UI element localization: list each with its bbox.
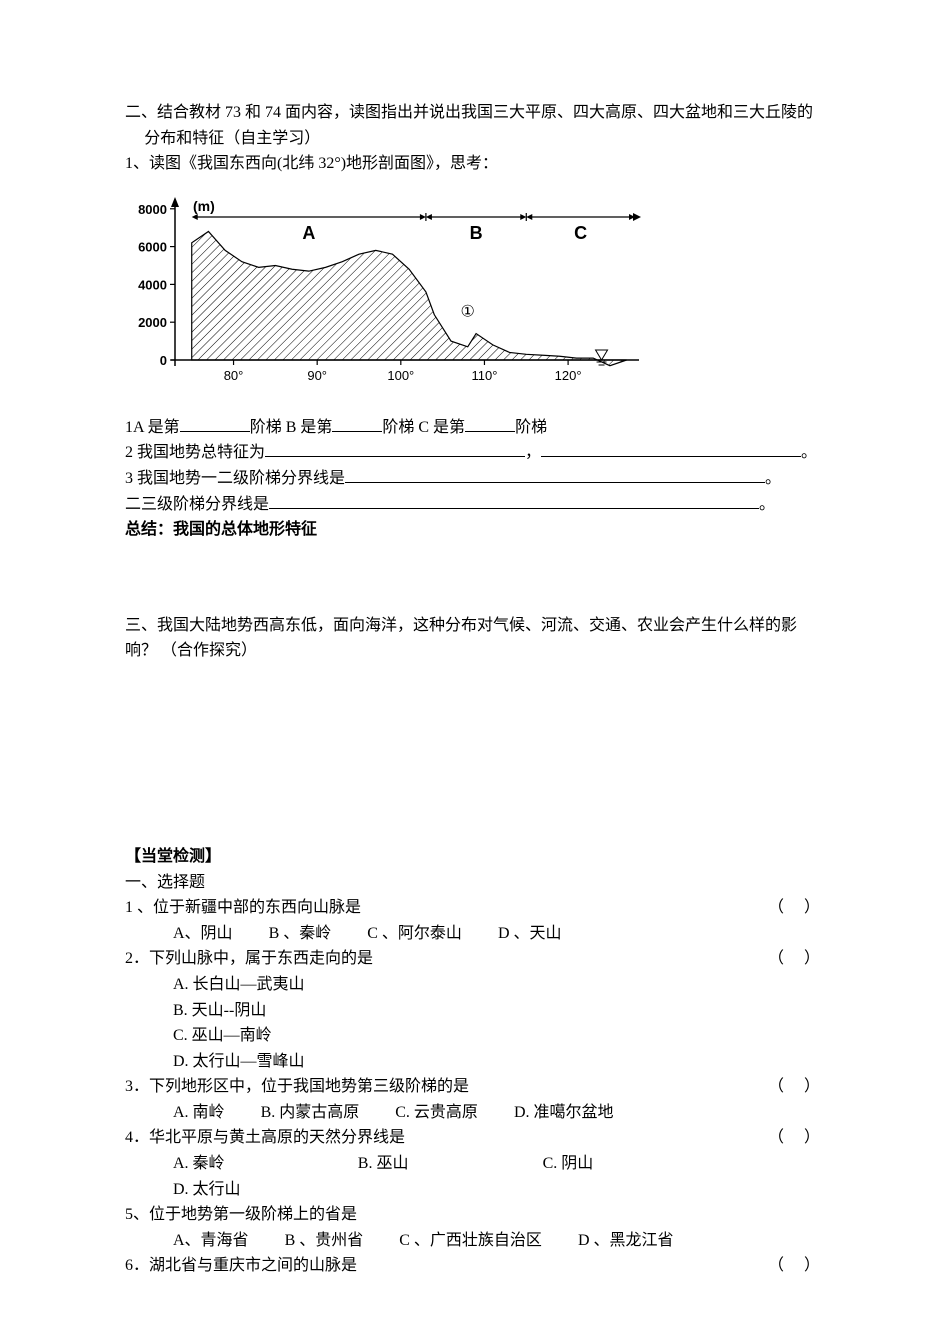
q5-options: A、青海省 B 、贵州省 C 、广西壮族自治区 D 、黑龙江省: [125, 1228, 820, 1254]
q2-paren: （ ）: [768, 946, 820, 972]
q5-stem: 5、位于地势第一级阶梯上的省是: [125, 1202, 820, 1228]
q3-pre: 3 我国地势一二级阶梯分界线是: [125, 470, 345, 487]
quiz-q1: 1 、位于新疆中部的东西向山脉是 （ ）: [125, 895, 820, 921]
quiz-q4: 4．华北平原与黄土高原的天然分界线是 （ ）: [125, 1125, 820, 1151]
terrain-profile-chart: 0 2000 4000 6000 8000 (m) 80° 90° 100° 110° 120° A B…: [125, 195, 820, 395]
q4-opt-b[interactable]: B. 巫山: [358, 1151, 507, 1177]
q5-opt-c[interactable]: C 、广西壮族自治区: [399, 1228, 542, 1254]
quiz-q6: 6．湖北省与重庆市之间的山脉是 （ ）: [125, 1253, 820, 1279]
svg-text:8000: 8000: [138, 202, 167, 217]
svg-text:C: C: [574, 223, 587, 243]
section-3-heading: 三、我国大陆地势西高东低，面向海洋，这种分布对气候、河流、交通、农业会产生什么样…: [125, 613, 820, 664]
section-3: 三、我国大陆地势西高东低，面向海洋，这种分布对气候、河流、交通、农业会产生什么样…: [125, 613, 820, 664]
quiz-q3: 3．下列地形区中，位于我国地势第三级阶梯的是 （ ）: [125, 1074, 820, 1100]
q6-stem: 6．湖北省与重庆市之间的山脉是: [125, 1253, 357, 1279]
q2-options-row2: C. 巫山—南岭 D. 太行山—雪峰山: [125, 1023, 820, 1074]
section-2-heading: 二、结合教材 73 和 74 面内容，读图指出并说出我国三大平原、四大高原、四大…: [125, 100, 820, 151]
svg-text:90°: 90°: [307, 368, 327, 383]
fill-line-1: 1A 是第 阶梯 B 是第 阶梯 C 是第 阶梯: [125, 415, 820, 441]
blank-2b[interactable]: [541, 441, 801, 457]
q3-options: A. 南岭 B. 内蒙古高原 C. 云贵高原 D. 准噶尔盆地: [125, 1100, 820, 1126]
quiz-subtitle: 一、选择题: [125, 870, 820, 896]
svg-text:0: 0: [160, 353, 167, 368]
q3-opt-a[interactable]: A. 南岭: [173, 1100, 225, 1126]
quiz-q2: 2．下列山脉中，属于东西走向的是 （ ）: [125, 946, 820, 972]
q5-opt-b[interactable]: B 、贵州省: [285, 1228, 364, 1254]
q6-paren: （ ）: [768, 1253, 820, 1279]
q2-options-row1: A. 长白山—武夷山 B. 天山--阴山: [125, 972, 820, 1023]
q4-options: A. 秦岭 B. 巫山 C. 阴山 D. 太行山: [125, 1151, 820, 1202]
q3b-pre: 二三级阶梯分界线是: [125, 496, 269, 513]
blank-3a[interactable]: [345, 467, 765, 483]
svg-text:110°: 110°: [471, 368, 497, 383]
blank-2a[interactable]: [265, 441, 525, 457]
q1-paren: （ ）: [768, 895, 820, 921]
q3-opt-b[interactable]: B. 内蒙古高原: [261, 1100, 360, 1126]
q1-opt-a[interactable]: A、阴山: [173, 921, 233, 947]
svg-text:A: A: [302, 223, 315, 243]
q3-paren: （ ）: [768, 1074, 820, 1100]
q1-opt-d[interactable]: D 、天山: [498, 921, 562, 947]
svg-text:80°: 80°: [224, 368, 244, 383]
q1-stem: 1 、位于新疆中部的东西向山脉是: [125, 895, 361, 921]
q4-opt-c[interactable]: C. 阴山: [543, 1151, 692, 1177]
blank-c[interactable]: [465, 416, 515, 432]
q3-opt-c[interactable]: C. 云贵高原: [395, 1100, 478, 1126]
q5-opt-a[interactable]: A、青海省: [173, 1228, 249, 1254]
summary-line: 总结：我国的总体地形特征: [125, 517, 820, 543]
fill-line-3: 3 我国地势一二级阶梯分界线是 。: [125, 466, 820, 492]
q2-stem: 2．下列山脉中，属于东西走向的是: [125, 946, 373, 972]
svg-text:120°: 120°: [555, 368, 582, 383]
section-2: 二、结合教材 73 和 74 面内容，读图指出并说出我国三大平原、四大高原、四大…: [125, 100, 820, 543]
q1-options: A、阴山 B 、秦岭 C 、阿尔泰山 D 、天山: [125, 921, 820, 947]
q1a-mid2: 阶梯 C 是第: [382, 419, 465, 436]
q1-opt-b[interactable]: B 、秦岭: [269, 921, 332, 947]
q1a-mid1: 阶梯 B 是第: [250, 419, 333, 436]
q2-opt-b[interactable]: B. 天山--阴山: [173, 998, 471, 1024]
q2-opt-d[interactable]: D. 太行山—雪峰山: [173, 1049, 471, 1075]
q3-opt-d[interactable]: D. 准噶尔盆地: [514, 1100, 614, 1126]
quiz-section: 【当堂检测】 一、选择题 1 、位于新疆中部的东西向山脉是 （ ） A、阴山 B…: [125, 844, 820, 1279]
q1a-pre: 1A 是第: [125, 419, 180, 436]
period-3: 。: [759, 496, 775, 513]
q4-opt-a[interactable]: A. 秦岭: [173, 1151, 322, 1177]
blank-a[interactable]: [180, 416, 250, 432]
q4-stem: 4．华北平原与黄土高原的天然分界线是: [125, 1125, 405, 1151]
comma-1: ，: [525, 444, 541, 461]
quiz-title: 【当堂检测】: [125, 844, 820, 870]
fill-line-3b: 二三级阶梯分界线是 。: [125, 492, 820, 518]
svg-text:2000: 2000: [138, 315, 167, 330]
q2-opt-a[interactable]: A. 长白山—武夷山: [173, 972, 471, 998]
svg-text:4000: 4000: [138, 277, 167, 292]
svg-text:100°: 100°: [387, 368, 414, 383]
blank-b[interactable]: [332, 416, 382, 432]
blank-3b[interactable]: [269, 493, 759, 509]
q1-intro: 1、读图《我国东西向(北纬 32°)地形剖面图》，思考：: [125, 151, 820, 177]
q1-opt-c[interactable]: C 、阿尔泰山: [367, 921, 462, 947]
period-1: 。: [801, 444, 817, 461]
q4-opt-d[interactable]: D. 太行山: [173, 1177, 322, 1203]
q1a-end: 阶梯: [515, 419, 547, 436]
q4-paren: （ ）: [768, 1125, 820, 1151]
q2-pre: 2 我国地势总特征为: [125, 444, 265, 461]
period-2: 。: [765, 470, 781, 487]
q3-stem: 3．下列地形区中，位于我国地势第三级阶梯的是: [125, 1074, 469, 1100]
fill-line-2: 2 我国地势总特征为 ， 。: [125, 440, 820, 466]
svg-text:6000: 6000: [138, 239, 167, 254]
q5-opt-d[interactable]: D 、黑龙江省: [578, 1228, 674, 1254]
svg-text:B: B: [470, 223, 483, 243]
svg-text:(m): (m): [193, 198, 215, 214]
svg-text:①: ①: [461, 303, 475, 320]
q2-opt-c[interactable]: C. 巫山—南岭: [173, 1023, 471, 1049]
